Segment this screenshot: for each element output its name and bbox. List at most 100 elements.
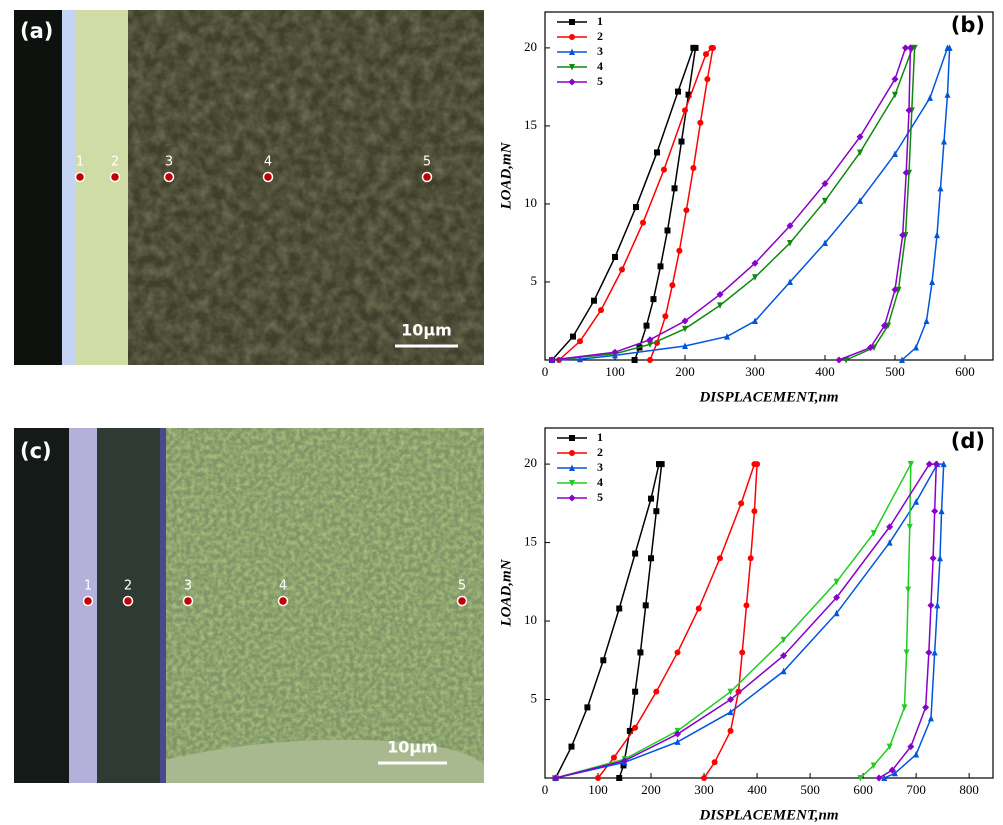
data-point	[881, 774, 888, 781]
data-point	[925, 460, 933, 468]
data-point	[780, 667, 787, 675]
data-point	[932, 460, 940, 468]
y-tick-label: 5	[531, 691, 538, 706]
x-tick-label: 600	[853, 782, 873, 797]
data-point	[923, 317, 930, 324]
data-point	[716, 290, 724, 298]
x-tick-label: 300	[745, 364, 765, 379]
scale-bar-label: 10μm	[387, 738, 438, 757]
x-tick-label: 700	[906, 782, 926, 797]
data-point	[711, 759, 718, 766]
panel-label: (b)	[951, 13, 985, 37]
x-tick-label: 400	[815, 364, 835, 379]
data-point	[591, 297, 597, 304]
data-point	[648, 555, 655, 562]
point-label: 3	[184, 579, 192, 594]
data-point	[676, 247, 683, 254]
data-point	[905, 586, 912, 594]
data-point	[891, 769, 898, 777]
point-label: 1	[76, 155, 84, 170]
data-point	[913, 498, 920, 505]
legend-label: 3	[597, 44, 603, 58]
point-marker	[421, 171, 433, 183]
data-point	[642, 602, 649, 609]
panel-label: (d)	[951, 429, 985, 453]
point-label: 1	[84, 579, 92, 594]
data-point	[658, 461, 665, 468]
point-label: 2	[124, 579, 132, 594]
data-point	[701, 775, 708, 781]
data-point	[669, 282, 676, 289]
legend-marker	[569, 34, 575, 40]
data-point	[891, 75, 899, 83]
data-point	[938, 507, 945, 515]
x-tick-label: 500	[885, 364, 905, 379]
data-point	[929, 554, 937, 562]
point-marker	[163, 171, 175, 183]
data-point	[899, 356, 905, 363]
data-point	[934, 231, 940, 239]
data-point	[598, 307, 604, 314]
series-line	[554, 463, 663, 779]
legend-label: 5	[597, 490, 603, 504]
x-tick-label: 400	[747, 782, 767, 797]
x-tick-label: 800	[959, 782, 979, 797]
data-point	[654, 149, 660, 156]
data-point	[695, 605, 702, 612]
x-tick-label: 0	[542, 782, 549, 797]
data-point	[822, 239, 828, 246]
data-point	[886, 523, 894, 531]
legend-marker	[569, 480, 575, 487]
data-point	[735, 688, 742, 695]
data-point	[857, 149, 863, 156]
data-point	[752, 274, 758, 281]
legend-label: 5	[597, 74, 603, 88]
legend-label: 2	[597, 445, 603, 459]
point-marker	[182, 595, 194, 607]
data-point	[754, 461, 761, 468]
point-label: 4	[264, 155, 272, 170]
data-point	[901, 704, 908, 711]
data-point	[891, 286, 899, 294]
x-tick-label: 200	[675, 364, 695, 379]
data-point	[570, 333, 576, 340]
data-point	[821, 180, 829, 188]
data-point	[632, 724, 639, 731]
data-point	[678, 138, 685, 145]
series-line	[551, 47, 951, 361]
data-point	[643, 322, 650, 329]
data-point	[857, 197, 863, 204]
data-point	[911, 44, 918, 52]
x-tick-label: 600	[955, 364, 975, 379]
data-point	[710, 44, 716, 51]
data-point	[870, 530, 877, 537]
data-point	[927, 714, 934, 722]
legend-label: 1	[597, 430, 603, 444]
y-tick-label: 5	[531, 273, 538, 288]
data-point	[936, 554, 943, 562]
data-point	[681, 317, 689, 325]
data-point	[835, 356, 843, 364]
data-point	[747, 555, 754, 562]
data-point	[662, 313, 669, 320]
x-axis-title: DISPLACEMENT,nm	[698, 807, 838, 823]
series-line	[551, 47, 916, 361]
data-point	[647, 357, 653, 363]
data-point	[929, 278, 936, 285]
data-point	[881, 322, 888, 330]
x-tick-label: 200	[641, 782, 661, 797]
data-point	[661, 166, 667, 173]
micrograph-c	[14, 428, 484, 783]
data-point	[674, 649, 681, 656]
data-point	[552, 774, 560, 782]
data-point	[577, 355, 583, 363]
data-point	[927, 601, 935, 609]
data-point	[913, 344, 919, 351]
data-point	[657, 263, 664, 270]
data-point	[739, 649, 746, 656]
data-point	[619, 266, 625, 273]
data-point	[717, 302, 723, 309]
data-point	[682, 107, 688, 114]
data-point	[787, 239, 793, 247]
x-tick-label: 100	[605, 364, 625, 379]
